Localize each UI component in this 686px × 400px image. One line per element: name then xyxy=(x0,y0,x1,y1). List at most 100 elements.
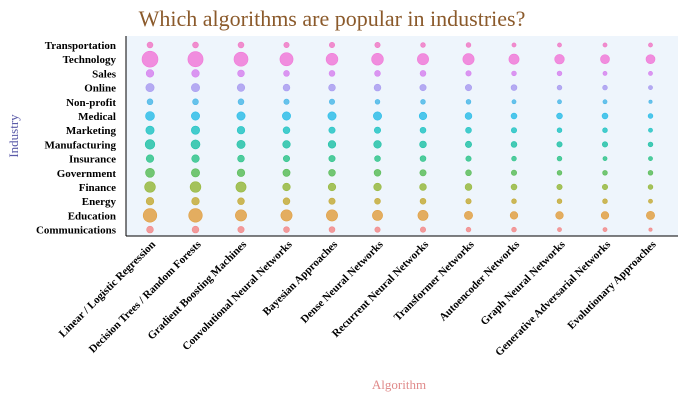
bubble-sales-transformer-networks xyxy=(465,70,472,77)
bubble-medical-linear-logistic-regression xyxy=(145,111,155,121)
y-tick-energy: Energy xyxy=(82,196,117,208)
bubble-energy-recurrent-neural-networks xyxy=(419,197,427,205)
y-tick-finance: Finance xyxy=(79,182,116,194)
bubble-insurance-decision-trees-random-forests xyxy=(191,154,200,163)
bubble-communications-generative-adversarial-networks xyxy=(602,227,608,232)
bubble-medical-gradient-boosting-machines xyxy=(236,111,246,121)
bubble-sales-generative-adversarial-networks xyxy=(602,71,608,76)
bubble-government-convolutional-neural-networks xyxy=(282,168,291,177)
bubble-finance-gradient-boosting-machines xyxy=(235,181,247,193)
x-tick-transformer-networks: Transformer Networks xyxy=(392,238,477,323)
bubble-medical-autoencoder-networks xyxy=(510,112,518,120)
x-tick-dense-neural-networks: Dense Neural Networks xyxy=(299,238,387,326)
bubble-technology-convolutional-neural-networks xyxy=(279,52,294,67)
bubble-communications-autoencoder-networks xyxy=(511,226,517,233)
bubble-medical-recurrent-neural-networks xyxy=(418,111,428,121)
bubble-education-convolutional-neural-networks xyxy=(280,209,293,222)
bubble-medical-bayesian-approaches xyxy=(327,111,337,121)
bubble-insurance-convolutional-neural-networks xyxy=(283,155,290,163)
bubble-government-decision-trees-random-forests xyxy=(191,168,200,178)
bubble-transportation-transformer-networks xyxy=(465,42,472,48)
bubble-technology-decision-trees-random-forests xyxy=(187,51,204,68)
y-tick-medical: Medical xyxy=(78,111,116,123)
y-tick-communications: Communications xyxy=(36,225,117,237)
bubble-marketing-generative-adversarial-networks xyxy=(602,127,608,133)
bubble-marketing-recurrent-neural-networks xyxy=(419,126,427,134)
bubble-finance-convolutional-neural-networks xyxy=(282,182,291,192)
bubble-non-profit-linear-logistic-regression xyxy=(146,98,154,106)
bubble-education-bayesian-approaches xyxy=(326,209,338,222)
bubble-marketing-transformer-networks xyxy=(465,126,472,134)
bubble-marketing-decision-trees-random-forests xyxy=(191,125,200,135)
bubble-non-profit-graph-neural-networks xyxy=(557,99,562,105)
bubble-medical-generative-adversarial-networks xyxy=(601,112,609,120)
y-tick-sales: Sales xyxy=(92,68,117,80)
bubble-technology-transformer-networks xyxy=(462,53,475,66)
bubble-communications-bayesian-approaches xyxy=(328,226,336,233)
x-tick-autoencoder-networks: Autoencoder Networks xyxy=(437,238,523,324)
bubble-online-recurrent-neural-networks xyxy=(419,84,427,92)
bubble-insurance-dense-neural-networks xyxy=(374,155,381,162)
y-tick-non-profit: Non-profit xyxy=(66,97,116,109)
bubble-marketing-bayesian-approaches xyxy=(328,126,336,134)
bubble-medical-transformer-networks xyxy=(464,112,473,120)
bubble-transportation-dense-neural-networks xyxy=(374,42,381,48)
bubble-education-generative-adversarial-networks xyxy=(600,211,610,220)
bubble-manufacturing-generative-adversarial-networks xyxy=(602,141,608,148)
bubble-transportation-autoencoder-networks xyxy=(511,42,517,48)
bubble-transportation-evolutionary-approaches xyxy=(648,42,653,48)
bubble-online-dense-neural-networks xyxy=(373,83,382,92)
bubble-technology-dense-neural-networks xyxy=(371,53,384,66)
bubble-manufacturing-linear-logistic-regression xyxy=(144,139,156,150)
bubble-transportation-decision-trees-random-forests xyxy=(192,41,199,49)
bubble-education-graph-neural-networks xyxy=(555,211,564,220)
bubble-sales-convolutional-neural-networks xyxy=(283,70,290,77)
bubble-manufacturing-recurrent-neural-networks xyxy=(419,140,427,149)
bubble-marketing-evolutionary-approaches xyxy=(648,127,653,133)
y-tick-insurance: Insurance xyxy=(69,154,116,166)
bubble-medical-decision-trees-random-forests xyxy=(191,111,200,121)
bubbles xyxy=(141,41,656,234)
y-tick-transportation: Transportation xyxy=(45,40,116,52)
bubble-transportation-recurrent-neural-networks xyxy=(420,42,426,48)
bubble-marketing-autoencoder-networks xyxy=(511,127,517,134)
bubble-online-autoencoder-networks xyxy=(510,84,518,91)
bubble-finance-decision-trees-random-forests xyxy=(189,181,202,193)
bubble-manufacturing-transformer-networks xyxy=(465,140,472,148)
bubble-transportation-linear-logistic-regression xyxy=(146,41,154,49)
bubble-marketing-convolutional-neural-networks xyxy=(282,126,291,134)
y-tick-education: Education xyxy=(68,210,116,222)
bubble-insurance-generative-adversarial-networks xyxy=(602,156,608,161)
bubble-transportation-convolutional-neural-networks xyxy=(283,42,290,48)
bubble-finance-autoencoder-networks xyxy=(510,183,518,191)
bubble-manufacturing-graph-neural-networks xyxy=(556,141,563,148)
x-tick-recurrent-neural-networks: Recurrent Neural Networks xyxy=(330,238,432,340)
y-tick-online: Online xyxy=(84,83,116,95)
bubble-marketing-dense-neural-networks xyxy=(374,126,381,134)
bubble-sales-evolutionary-approaches xyxy=(648,71,653,76)
bubble-non-profit-generative-adversarial-networks xyxy=(602,99,608,105)
bubble-finance-recurrent-neural-networks xyxy=(419,183,427,191)
bubble-non-profit-dense-neural-networks xyxy=(374,99,381,105)
bubble-education-recurrent-neural-networks xyxy=(417,209,429,221)
bubble-technology-graph-neural-networks xyxy=(554,54,565,65)
bubble-finance-transformer-networks xyxy=(464,183,473,191)
bubble-manufacturing-gradient-boosting-machines xyxy=(236,139,246,149)
bubble-insurance-linear-logistic-regression xyxy=(145,154,155,163)
bubble-energy-evolutionary-approaches xyxy=(648,198,653,204)
bubble-online-linear-logistic-regression xyxy=(145,83,155,93)
bubble-manufacturing-dense-neural-networks xyxy=(373,140,382,149)
bubble-sales-decision-trees-random-forests xyxy=(191,69,200,78)
bubble-sales-bayesian-approaches xyxy=(328,70,336,77)
bubble-finance-bayesian-approaches xyxy=(327,182,337,192)
bubble-marketing-gradient-boosting-machines xyxy=(236,126,246,135)
bubble-government-graph-neural-networks xyxy=(556,170,563,176)
bubble-energy-gradient-boosting-machines xyxy=(237,197,245,205)
bubble-energy-decision-trees-random-forests xyxy=(191,197,200,206)
bubble-manufacturing-decision-trees-random-forests xyxy=(190,139,201,150)
bubble-online-convolutional-neural-networks xyxy=(282,83,291,92)
bubble-insurance-bayesian-approaches xyxy=(328,155,336,163)
bubble-technology-gradient-boosting-machines xyxy=(233,51,249,67)
bubble-insurance-evolutionary-approaches xyxy=(648,156,653,161)
